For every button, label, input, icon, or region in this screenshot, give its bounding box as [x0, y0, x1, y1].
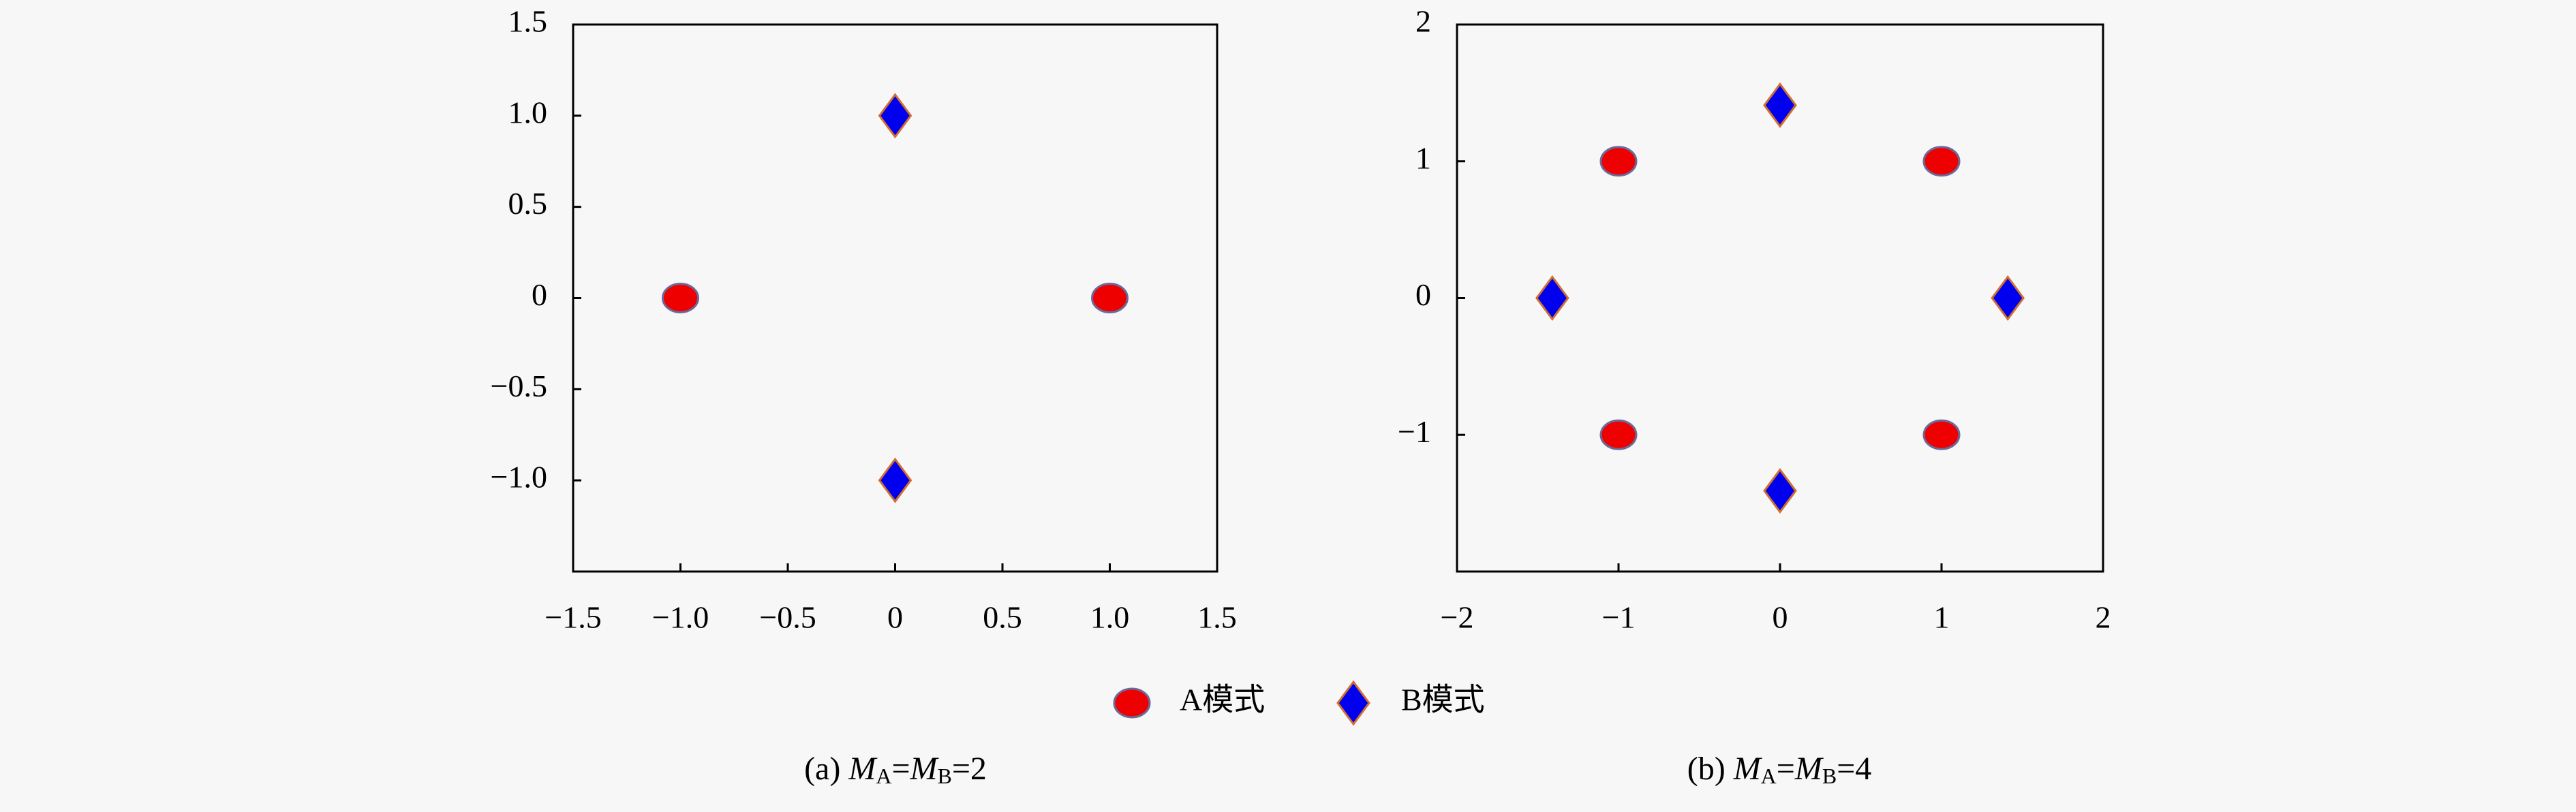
y-tick-label: 2 [1415, 4, 1431, 39]
x-tick-label: 1 [1934, 600, 1950, 635]
x-tick-label: 0 [1773, 600, 1788, 635]
circle-marker [1922, 419, 1961, 450]
x-tick-label: 1.0 [1090, 600, 1130, 635]
caption-part: M [848, 751, 878, 787]
caption-part: A [876, 764, 891, 788]
circle-marker [1599, 146, 1638, 177]
x-tick-label: 0 [887, 600, 903, 635]
y-tick-label: −1 [1398, 414, 1431, 449]
caption-part: = [1777, 751, 1795, 787]
caption-part: (a) [804, 751, 848, 787]
x-tick-label: 2 [2096, 600, 2111, 635]
caption: (b) MA=MB=4 [1687, 751, 1872, 788]
caption-part: =4 [1837, 751, 1871, 787]
caption-part: (b) [1687, 751, 1734, 787]
circle-marker [662, 283, 699, 313]
y-tick-label: 0 [532, 277, 547, 312]
diamond-marker [1763, 468, 1797, 514]
circle-marker [1599, 419, 1638, 450]
caption-part: M [910, 751, 940, 787]
caption-part: = [891, 751, 910, 787]
caption-part: M [1794, 751, 1824, 787]
caption: (a) MA=MB=2 [804, 751, 987, 788]
y-tick-label: 0.5 [508, 186, 548, 221]
x-tick-label: 1.5 [1197, 600, 1237, 635]
circle-marker [1922, 146, 1961, 177]
caption-part: A [1761, 764, 1777, 788]
diamond-marker [1535, 275, 1569, 322]
caption-part: M [1733, 751, 1763, 787]
x-tick-label: −1 [1602, 600, 1636, 635]
legend-label: B模式 [1401, 683, 1485, 717]
circle-marker [1091, 283, 1129, 313]
y-tick-label: −1.0 [491, 460, 547, 495]
caption-part: B [1822, 764, 1837, 788]
legend-marker [1113, 687, 1151, 719]
diamond-marker [1763, 82, 1797, 128]
y-tick-label: 1.0 [508, 95, 548, 129]
x-tick-label: −1.5 [545, 600, 601, 635]
diamond-marker [878, 93, 913, 139]
x-tick-label: −1.0 [652, 600, 709, 635]
legend-label: A模式 [1180, 683, 1265, 717]
caption-part: =2 [952, 751, 987, 787]
y-tick-label: 0 [1415, 277, 1431, 312]
diamond-marker [878, 457, 913, 503]
y-tick-label: −0.5 [491, 369, 547, 403]
caption-part: B [938, 764, 952, 788]
legend-marker [1336, 680, 1370, 726]
diamond-marker [1991, 275, 2025, 322]
x-tick-label: −2 [1441, 600, 1474, 635]
x-tick-label: −0.5 [759, 600, 816, 635]
y-tick-label: 1.5 [508, 4, 548, 39]
y-tick-label: 1 [1415, 140, 1431, 175]
x-tick-label: 0.5 [983, 600, 1022, 635]
